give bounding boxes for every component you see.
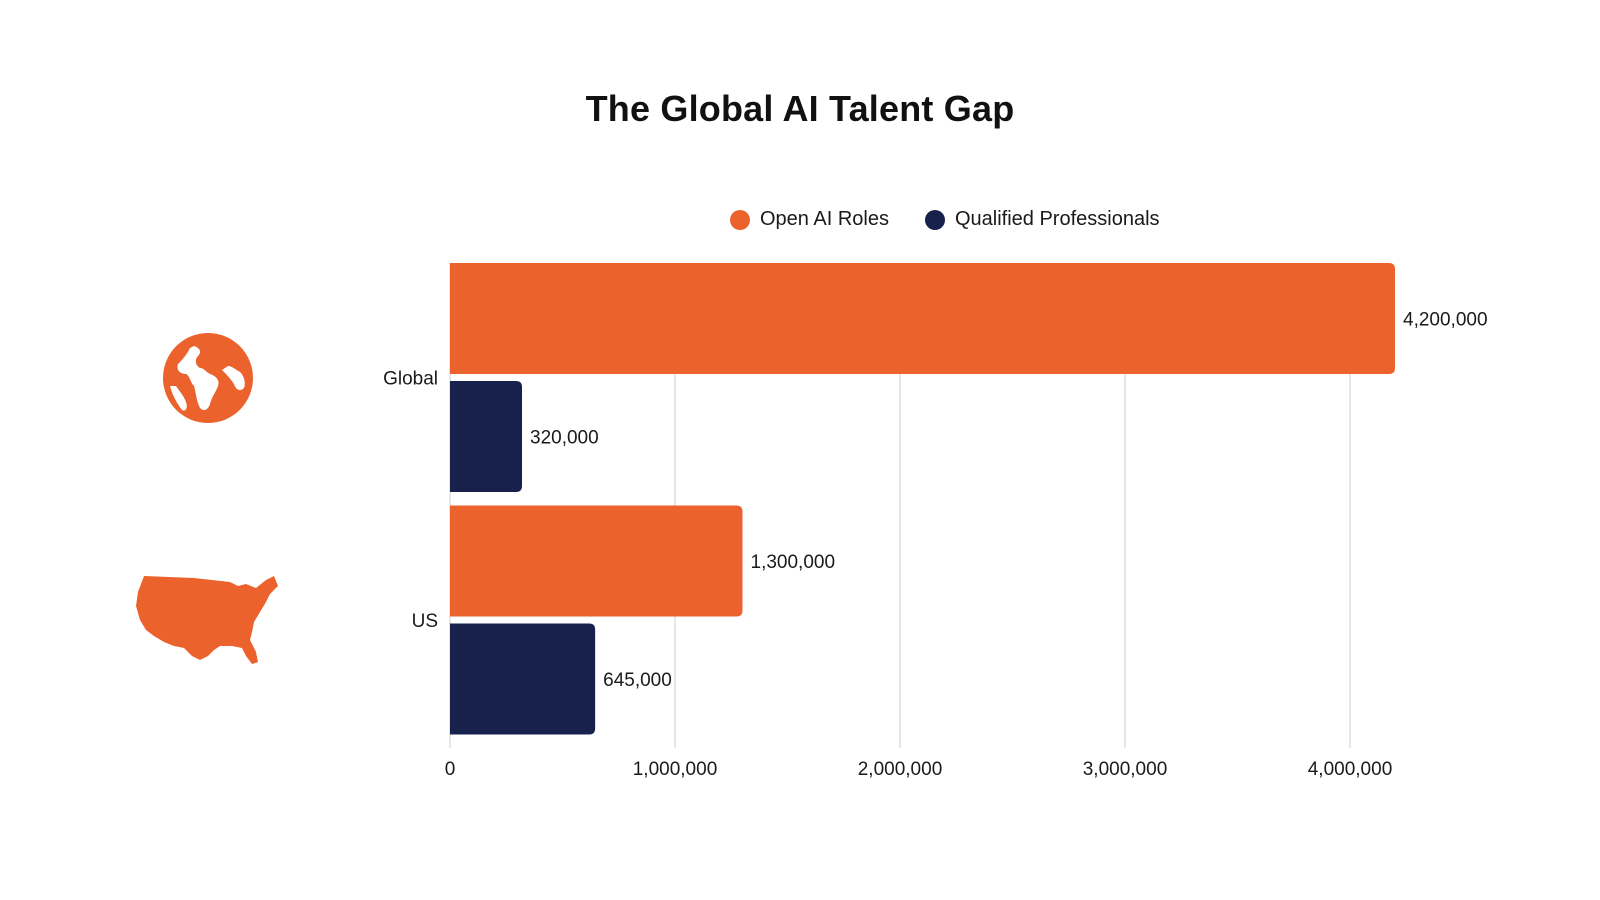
data-label: 4,200,000 <box>1403 310 1488 331</box>
legend-label-open-ai-roles: Open AI Roles <box>760 208 889 230</box>
bar <box>450 381 522 492</box>
x-tick-label: 2,000,000 <box>858 759 943 780</box>
data-label: 320,000 <box>530 428 599 449</box>
x-tick-label: 3,000,000 <box>1083 759 1168 780</box>
legend-item-open-ai-roles: Open AI Roles <box>730 208 889 231</box>
chart-title: The Global AI Talent Gap <box>585 88 1015 129</box>
x-tick-label: 0 <box>445 759 456 780</box>
legend-label-qualified-professionals: Qualified Professionals <box>954 208 1160 230</box>
legend-swatch-qualified-professionals <box>924 209 945 230</box>
data-label: 1,300,000 <box>751 552 836 573</box>
globe-icon <box>160 330 256 426</box>
x-tick-label: 1,000,000 <box>633 759 718 780</box>
x-tick-label: 4,000,000 <box>1308 759 1393 780</box>
category-label: Global <box>383 369 438 390</box>
legend-item-qualified-professionals: Qualified Professionals <box>924 208 1160 231</box>
bar <box>450 623 596 735</box>
chart-legend: Open AI Roles Qualified Professionals <box>730 208 1160 231</box>
legend-swatch-open-ai-roles <box>730 209 750 230</box>
us-map-icon <box>134 572 280 668</box>
bar <box>450 263 1395 374</box>
data-label: 645,000 <box>603 670 672 691</box>
bar <box>450 505 743 617</box>
category-label: US <box>412 611 438 632</box>
